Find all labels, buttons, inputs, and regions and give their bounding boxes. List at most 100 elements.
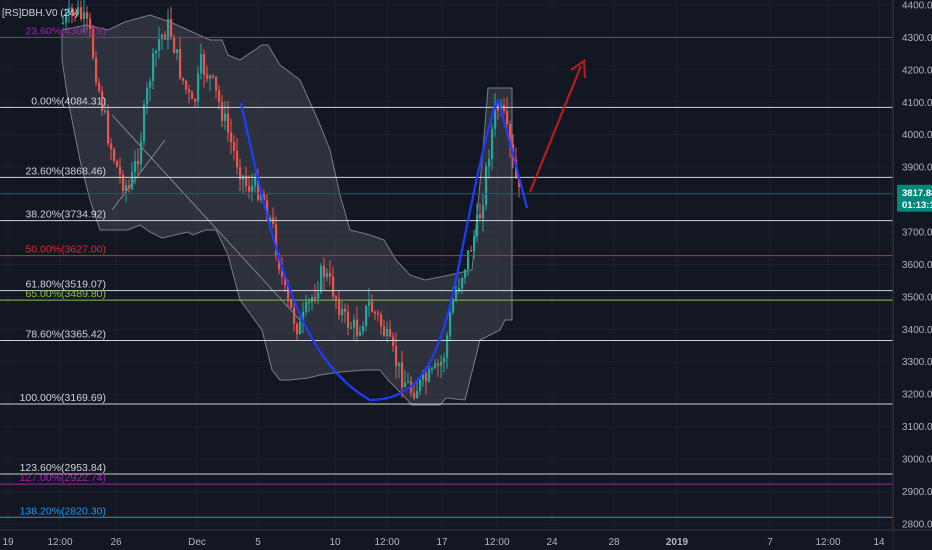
- candle-body: [395, 345, 398, 367]
- candle-body: [209, 75, 212, 79]
- fib-level-label: 23.60%(3868.46): [25, 165, 106, 177]
- candle-body: [152, 53, 155, 82]
- candle-body: [104, 110, 107, 113]
- candle-body: [251, 185, 254, 192]
- candle-body: [92, 29, 95, 58]
- candle-body: [77, 7, 80, 15]
- candle-body: [359, 331, 362, 336]
- x-axis-panel: [0, 530, 893, 550]
- candle-body: [341, 308, 344, 316]
- candle-body: [233, 142, 236, 151]
- candle-body: [329, 273, 332, 277]
- candle-body: [158, 39, 161, 51]
- fib-level-label: 138.20%(2820.30): [20, 505, 106, 517]
- cup-curve[interactable]: [239, 99, 499, 402]
- x-tick-label: 19: [2, 537, 14, 548]
- x-tick-label: 17: [436, 537, 448, 548]
- candle-body: [458, 288, 461, 291]
- candle-body: [434, 363, 437, 368]
- y-tick-label: 3300.00: [902, 357, 932, 368]
- candle-body: [302, 311, 305, 322]
- fib-level-label: 0.00%(4084.31): [31, 95, 106, 107]
- candle-body: [482, 205, 485, 219]
- handle-line[interactable]: [496, 99, 529, 209]
- candle-body: [116, 160, 119, 167]
- candle-body: [200, 54, 203, 74]
- candle-body: [224, 113, 227, 122]
- x-tick-label: 7: [767, 537, 773, 548]
- candle-body: [110, 143, 113, 150]
- fib-level-label: 123.60%(2953.84): [20, 462, 106, 474]
- candle-body: [470, 250, 473, 252]
- y-tick-label: 2900.00: [902, 487, 932, 498]
- candle-body: [398, 362, 401, 367]
- candle-body: [308, 301, 311, 304]
- y-tick-label: 4100.00: [902, 98, 932, 109]
- candle-body: [344, 308, 347, 312]
- y-tick-label: 3900.00: [902, 163, 932, 174]
- candle-body: [287, 285, 290, 300]
- fib-level-label: 61.80%(3519.07): [25, 279, 106, 291]
- candle-body: [347, 311, 350, 328]
- candle-body: [107, 110, 110, 144]
- candle-body: [269, 217, 272, 221]
- candle-body: [473, 236, 476, 251]
- candle-body: [518, 177, 521, 187]
- candle-body: [254, 178, 257, 186]
- candle-body: [506, 110, 509, 125]
- x-tick-label: 2019: [666, 537, 689, 548]
- candle-body: [299, 321, 302, 335]
- candle-body: [440, 362, 443, 366]
- candle-body: [467, 250, 470, 270]
- envelope-band-area: [61, 14, 513, 406]
- y-tick-label: 3400.00: [902, 325, 932, 336]
- candle-body: [503, 105, 506, 111]
- candle-body: [365, 305, 368, 327]
- y-tick-label: 3200.00: [902, 390, 932, 401]
- candle-body: [83, 12, 86, 20]
- candle-body: [461, 278, 464, 289]
- candle-body: [323, 265, 326, 277]
- candle-body: [95, 57, 98, 83]
- candle-body: [134, 160, 137, 173]
- candle-body: [167, 18, 170, 40]
- y-axis[interactable]: 4400.00 4300.00 4200.00 4100.00 4000.00 3900.…: [892, 0, 932, 550]
- candle-body: [212, 75, 215, 77]
- candle-body: [509, 124, 512, 145]
- candle-body: [89, 18, 92, 30]
- candle-body: [425, 373, 428, 382]
- projection-arrow[interactable]: [528, 65, 583, 193]
- candle-body: [314, 297, 317, 299]
- candle-body: [257, 178, 260, 200]
- y-tick-label: 3100.00: [902, 422, 932, 433]
- candle-body: [155, 50, 158, 54]
- candle-body: [74, 12, 77, 15]
- candle-body: [449, 312, 452, 336]
- fib-level-label: 100.00%(3169.69): [20, 392, 106, 404]
- y-tick-label: 3700.00: [902, 228, 932, 239]
- candle-body: [485, 166, 488, 206]
- candle-body: [149, 81, 152, 88]
- x-axis[interactable]: 19 12:00 26 Dec 5 10 12:00 17 12:00 24 28 2019 7 12:0…: [0, 529, 932, 550]
- candle-body: [305, 302, 308, 312]
- candle-body: [125, 185, 128, 192]
- candle-body: [248, 186, 251, 192]
- candle-body: [284, 276, 287, 286]
- candle-body: [422, 373, 425, 380]
- candle-body: [383, 326, 386, 337]
- x-tick-label: 28: [608, 537, 620, 548]
- candle-body: [407, 381, 410, 383]
- candle-body: [191, 92, 194, 100]
- x-tick-label: 14: [873, 537, 885, 548]
- candle-body: [80, 7, 83, 20]
- candle-body: [68, 7, 71, 15]
- candle-body: [203, 54, 206, 75]
- bar-countdown: 01:13:11: [902, 200, 932, 211]
- candle-body: [401, 362, 404, 388]
- candle-body: [491, 128, 494, 159]
- fib-level-label: 78.60%(3365.42): [25, 329, 106, 341]
- y-tick-label: 4400.00: [902, 1, 932, 12]
- fib-level-label: 23.60%(4300.18): [25, 25, 106, 37]
- current-price-tag: [897, 184, 932, 212]
